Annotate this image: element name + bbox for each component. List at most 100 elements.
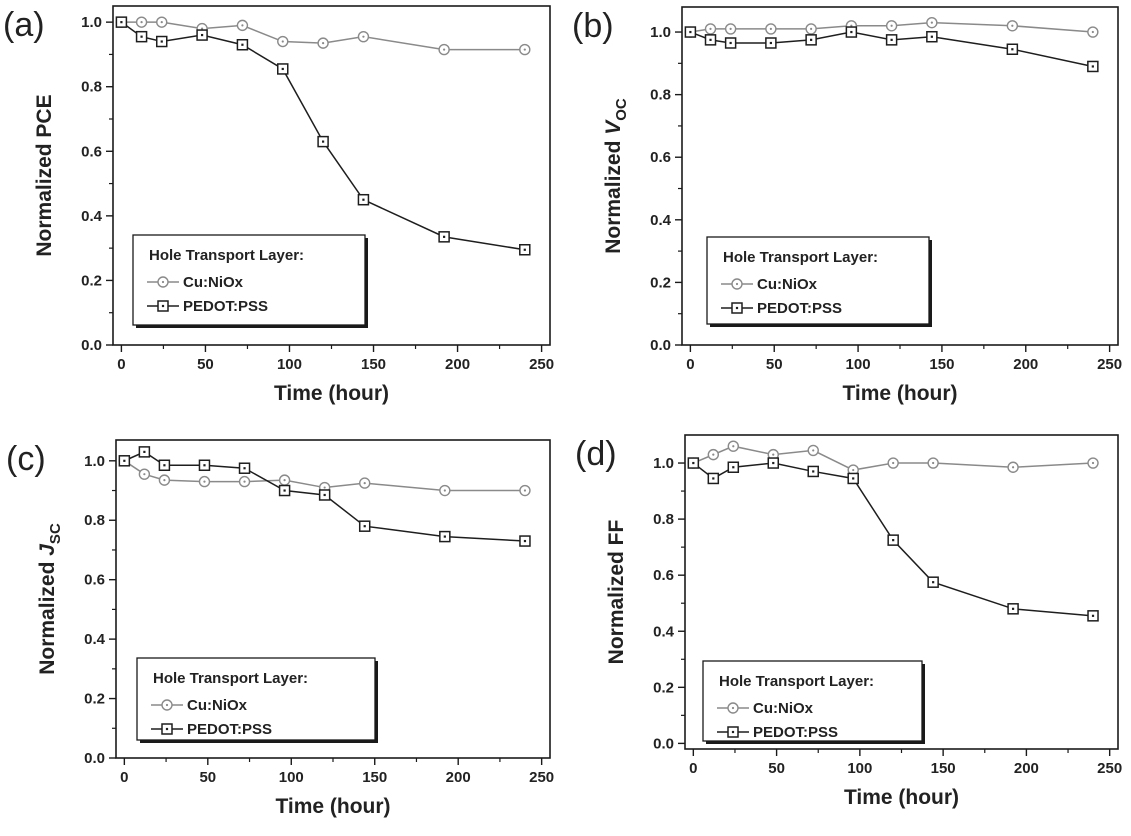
y-tick-label: 0.0 [653, 735, 674, 752]
data-point-cu-niox-dot [892, 461, 895, 465]
y-tick-label: 0.0 [81, 337, 102, 354]
series-line-pedot-pss [690, 31, 1094, 68]
series-line-pedot-pss [124, 451, 526, 542]
legend-marker-pedot-pss-dot [731, 730, 735, 734]
data-point-cu-niox-dot [363, 481, 366, 485]
series-pedot-pss [684, 26, 1099, 73]
x-tick-label: 250 [1097, 760, 1122, 777]
data-point-cu-niox-dot [163, 479, 166, 482]
y-tick-label: 0.6 [84, 572, 105, 589]
data-point-cu-niox-dot [810, 27, 813, 31]
series-line-cu-niox [123, 460, 525, 492]
legend-marker-pedot-pss-dot [165, 727, 169, 731]
y-axis-title-main: Normalized PCE [33, 94, 56, 256]
chart-panel-b: (b) 0 50 100 150 200 250 0.0 0.2 0.4 0.6 0.8 1.0 Time… [572, 6, 1122, 405]
y-tick-label: 0.6 [653, 567, 674, 584]
x-tick-label: 50 [197, 356, 214, 373]
series-line-pedot-pss [120, 21, 525, 251]
data-point-cu-niox-dot [143, 473, 146, 476]
data-point-pedot-pss-dot [1011, 48, 1014, 51]
data-point-pedot-pss-dot [769, 41, 772, 45]
series-pedot-pss [118, 446, 531, 547]
legend-title: Hole Transport Layer: [719, 673, 874, 690]
series-cu-niox [115, 16, 531, 56]
data-point-cu-niox-dot [732, 445, 735, 448]
panel-label: (d) [575, 435, 617, 473]
data-point-pedot-pss-dot [323, 493, 326, 497]
data-point-pedot-pss-dot [443, 235, 446, 238]
legend-box [706, 236, 930, 325]
x-axis-title: Time (hour) [275, 795, 390, 818]
x-tick-label: 0 [686, 356, 694, 373]
legend-label-cu-niox: Cu:NiOx [757, 276, 818, 293]
data-point-pedot-pss-dot [163, 464, 166, 467]
y-axis-title: Normalized FF [605, 519, 628, 664]
legend-marker-pedot-pss-dot [735, 306, 739, 310]
legend-marker-cu-niox-dot [161, 280, 165, 284]
data-point-cu-niox-dot [203, 480, 206, 483]
data-point-cu-niox-dot [443, 48, 446, 51]
series-line-cu-niox [121, 21, 525, 51]
legend-title: Hole Transport Layer: [723, 249, 878, 266]
data-point-pedot-pss-dot [143, 450, 146, 453]
data-point-pedot-pss-dot [1091, 65, 1094, 68]
legend: Hole Transport Layer: Cu:NiOx PEDOT:PSS [136, 657, 378, 743]
data-point-cu-niox-dot [930, 21, 933, 24]
legend-marker-pedot-pss-dot [161, 304, 165, 308]
data-point-pedot-pss-dot [930, 35, 933, 38]
legend: Hole Transport Layer: Cu:NiOx PEDOT:PSS [132, 234, 368, 328]
legend-box [136, 657, 376, 741]
y-tick-label: 1.0 [84, 453, 105, 470]
x-tick-label: 250 [529, 769, 554, 786]
legend-label-pedot-pss: PEDOT:PSS [753, 724, 838, 741]
y-tick-label: 0.2 [653, 679, 674, 696]
legend-label-pedot-pss: PEDOT:PSS [757, 300, 842, 317]
legend-box [702, 660, 923, 742]
y-tick-label: 0.2 [84, 691, 105, 708]
data-point-pedot-pss-dot [852, 477, 855, 480]
data-point-pedot-pss-dot [692, 461, 695, 465]
y-tick-label: 1.0 [653, 455, 674, 472]
data-point-cu-niox-dot [1091, 461, 1095, 465]
y-tick-label: 1.0 [81, 14, 102, 31]
legend-marker-cu-niox-dot [165, 703, 169, 707]
legend-label-cu-niox: Cu:NiOx [183, 274, 244, 291]
y-tick-label: 0.4 [653, 623, 675, 640]
data-point-pedot-pss-dot [892, 539, 895, 542]
x-tick-label: 200 [1013, 356, 1038, 373]
x-tick-label: 200 [445, 356, 470, 373]
data-point-pedot-pss-dot [281, 67, 284, 71]
legend-marker-cu-niox-dot [735, 282, 739, 286]
x-tick-label: 250 [529, 356, 554, 373]
x-tick-label: 200 [1014, 760, 1039, 777]
data-point-cu-niox-dot [281, 40, 284, 43]
data-point-pedot-pss-dot [523, 539, 527, 543]
y-axis-title-symbol: V [602, 119, 625, 135]
y-tick-label: 1.0 [650, 24, 671, 41]
x-tick-label: 50 [766, 356, 783, 373]
y-tick-label: 0.2 [650, 274, 671, 291]
x-tick-label: 250 [1097, 356, 1122, 373]
data-point-pedot-pss-dot [689, 30, 692, 34]
data-point-pedot-pss-dot [140, 35, 143, 38]
x-tick-label: 50 [768, 760, 785, 777]
data-point-cu-niox-dot [160, 21, 163, 24]
legend-label-pedot-pss: PEDOT:PSS [183, 298, 268, 315]
series-pedot-pss [687, 457, 1099, 622]
data-point-pedot-pss-dot [732, 466, 735, 469]
data-point-cu-niox-dot [283, 479, 286, 482]
data-point-cu-niox-dot [523, 48, 526, 51]
x-tick-label: 150 [931, 760, 956, 777]
legend-box [132, 234, 366, 326]
chart-panel-a: (a) 0 50 100 150 200 250 0.0 0.2 0.4 0.6 0.8 1.0 Time… [3, 5, 554, 405]
data-point-pedot-pss-dot [120, 21, 123, 24]
data-point-cu-niox-dot [772, 453, 775, 456]
x-tick-label: 100 [847, 760, 872, 777]
data-point-cu-niox-dot [443, 489, 446, 492]
data-point-pedot-pss-dot [283, 489, 286, 492]
data-point-pedot-pss-dot [1011, 607, 1015, 610]
x-tick-label: 150 [929, 356, 954, 373]
legend-label-pedot-pss: PEDOT:PSS [187, 721, 272, 738]
data-point-pedot-pss-dot [810, 38, 813, 41]
data-point-pedot-pss-dot [1091, 614, 1095, 617]
